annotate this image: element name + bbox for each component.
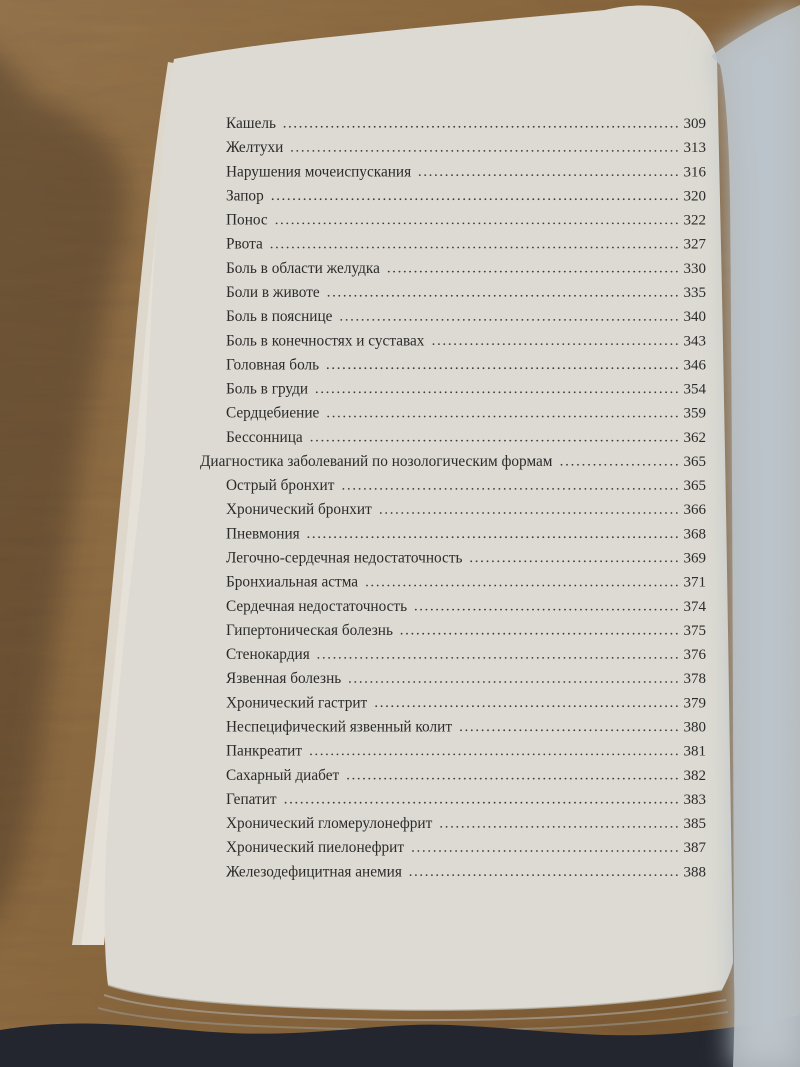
svg-text:Бронхиальная астма: Бронхиальная астма [226, 574, 358, 591]
svg-text:309: 309 [684, 116, 707, 132]
svg-text:340: 340 [684, 309, 707, 325]
svg-text:Бессонница: Бессонница [226, 429, 303, 446]
svg-text:Хронический гастрит: Хронический гастрит [226, 694, 368, 711]
svg-text:Понос: Понос [226, 212, 268, 229]
svg-text:313: 313 [684, 140, 707, 156]
svg-text:Легочно-сердечная недостаточно: Легочно-сердечная недостаточность [226, 550, 463, 567]
svg-text:387: 387 [684, 840, 707, 856]
svg-text:383: 383 [684, 792, 707, 808]
svg-text:375: 375 [684, 623, 707, 639]
svg-text:Боль в области желудка: Боль в области желудка [226, 260, 380, 277]
svg-text:335: 335 [684, 285, 707, 301]
svg-text:Диагностика заболеваний по но: Диагностика заболеваний по нозологически… [200, 453, 553, 470]
svg-text:Головная боль: Головная боль [226, 356, 319, 373]
svg-text:Нарушения мочеиспускания: Нарушения мочеиспускания [226, 163, 411, 180]
svg-text:378: 378 [684, 671, 707, 687]
svg-text:365: 365 [684, 454, 707, 470]
svg-text:330: 330 [684, 261, 707, 277]
svg-text:320: 320 [684, 188, 707, 204]
svg-text:Боли в животе: Боли в животе [226, 284, 320, 301]
svg-text:Сердечная недостаточность: Сердечная недостаточность [226, 598, 407, 615]
svg-text:Хронический пиелонефрит: Хронический пиелонефрит [226, 839, 404, 856]
svg-text:343: 343 [684, 333, 707, 349]
svg-text:Гепатит: Гепатит [226, 791, 277, 808]
svg-text:Хронический гломерулонефрит: Хронический гломерулонефрит [226, 815, 433, 832]
svg-text:Боль в пояснице: Боль в пояснице [226, 308, 333, 325]
svg-text:Неспецифический язвенный колит: Неспецифический язвенный колит [226, 719, 452, 736]
svg-text:Желтухи: Желтухи [226, 139, 283, 156]
svg-text:365: 365 [684, 478, 707, 494]
svg-text:Кашель: Кашель [226, 115, 276, 132]
svg-text:327: 327 [684, 237, 707, 253]
svg-text:371: 371 [684, 575, 707, 591]
svg-text:Пневмония: Пневмония [226, 525, 300, 542]
svg-text:Рвота: Рвота [226, 236, 263, 253]
svg-text:385: 385 [684, 816, 707, 832]
svg-text:381: 381 [684, 744, 707, 760]
svg-text:369: 369 [684, 551, 707, 567]
svg-text:382: 382 [684, 768, 707, 784]
svg-text:346: 346 [684, 357, 707, 373]
svg-text:366: 366 [684, 502, 707, 518]
svg-text:368: 368 [684, 526, 707, 542]
svg-text:354: 354 [684, 382, 707, 398]
svg-text:322: 322 [684, 213, 707, 229]
svg-text:Язвенная болезнь: Язвенная болезнь [226, 670, 341, 687]
svg-text:388: 388 [684, 864, 707, 880]
svg-text:Панкреатит: Панкреатит [226, 743, 302, 760]
svg-text:Сахарный диабет: Сахарный диабет [226, 767, 339, 784]
svg-text:Сердцебиение: Сердцебиение [226, 405, 320, 422]
svg-text:379: 379 [684, 695, 707, 711]
svg-text:316: 316 [684, 164, 707, 180]
svg-text:Хронический бронхит: Хронический бронхит [226, 501, 372, 518]
svg-text:362: 362 [684, 430, 707, 446]
svg-text:359: 359 [684, 406, 707, 422]
svg-text:Гипертоническая болезнь: Гипертоническая болезнь [226, 622, 393, 639]
svg-text:380: 380 [684, 720, 707, 736]
svg-text:Запор: Запор [226, 187, 264, 204]
svg-text:Стенокардия: Стенокардия [226, 646, 310, 663]
svg-text:Боль в груди: Боль в груди [226, 381, 308, 398]
svg-text:Боль в конечностях и суставах: Боль в конечностях и суставах [226, 332, 425, 349]
svg-text:Железодефицитная анемия: Железодефицитная анемия [226, 863, 402, 880]
svg-text:376: 376 [684, 647, 707, 663]
svg-text:374: 374 [684, 599, 707, 615]
svg-text:Острый бронхит: Острый бронхит [226, 477, 335, 494]
